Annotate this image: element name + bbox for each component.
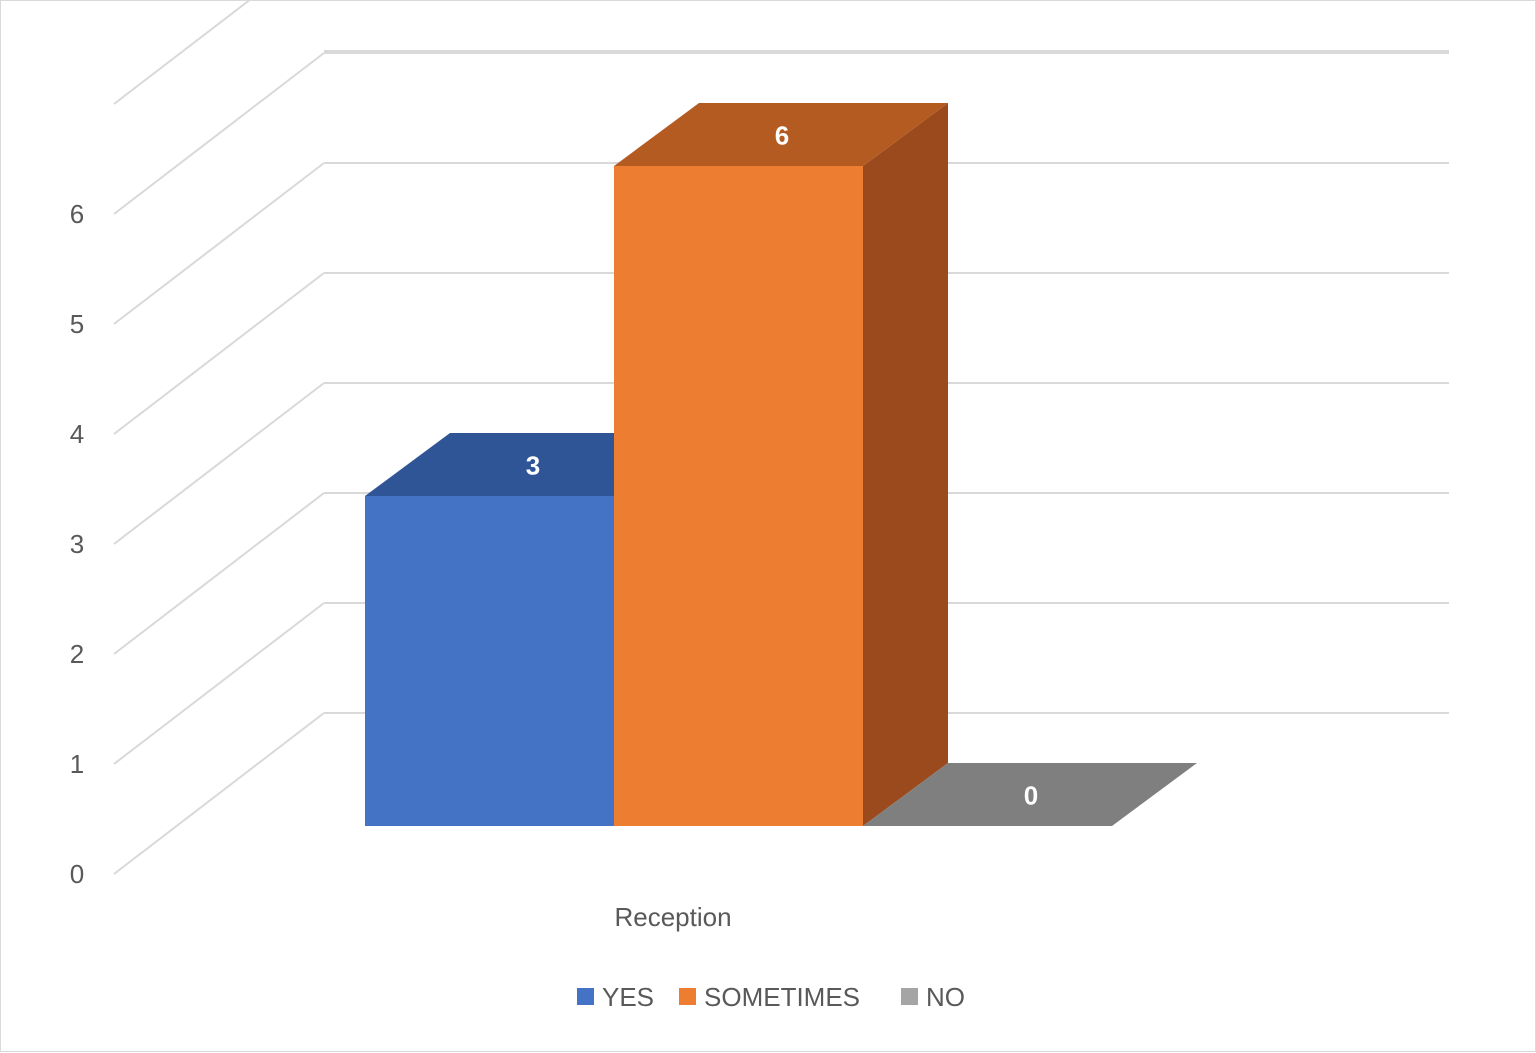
gridline <box>113 1 1449 105</box>
gridline <box>113 712 325 875</box>
y-tick-label-5: 5 <box>70 309 84 339</box>
legend-item-no: NO <box>901 982 965 1012</box>
category-label: Reception <box>614 902 731 932</box>
data-label-sometimes: 6 <box>775 121 789 151</box>
legend-label: YES <box>602 982 654 1012</box>
y-tick-label-6: 6 <box>70 199 84 229</box>
y-tick-label-4: 4 <box>70 419 84 449</box>
bar-sometimes <box>614 103 948 826</box>
legend-swatch <box>901 988 918 1005</box>
data-label-yes: 3 <box>526 451 540 481</box>
y-tick-label-0: 0 <box>70 859 84 889</box>
data-label-no: 0 <box>1024 781 1038 811</box>
y-tick-label-1: 1 <box>70 749 84 779</box>
legend-swatch <box>679 988 696 1005</box>
legend-swatch <box>577 988 594 1005</box>
bar-no <box>863 763 1197 826</box>
legend: YES SOMETIMES NO <box>577 982 965 1012</box>
legend-label: NO <box>926 982 965 1012</box>
y-tick-label-2: 2 <box>70 639 84 669</box>
data-labels: 3 6 0 <box>526 121 1038 811</box>
legend-item-yes: YES <box>577 982 654 1012</box>
y-tick-label-3: 3 <box>70 529 84 559</box>
y-axis-ticks: 0 1 2 3 4 5 6 <box>70 199 84 889</box>
legend-label: SOMETIMES <box>704 982 860 1012</box>
legend-item-sometimes: SOMETIMES <box>679 982 860 1012</box>
bars <box>365 103 1197 826</box>
